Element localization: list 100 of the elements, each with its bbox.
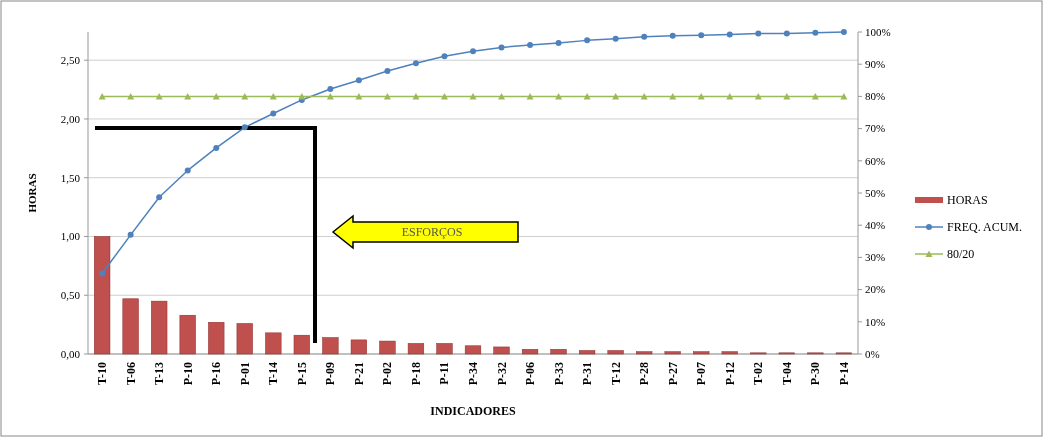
point	[412, 60, 419, 67]
y2-tick-label: 90%	[865, 58, 886, 71]
bar	[322, 337, 339, 355]
point	[555, 39, 562, 46]
x-tick-label: T-13	[152, 362, 167, 385]
point	[697, 92, 705, 100]
x-tick-label: P-09	[323, 362, 338, 386]
bar	[293, 334, 310, 355]
point	[584, 37, 591, 44]
point	[811, 92, 819, 100]
point	[355, 77, 362, 84]
bar	[550, 349, 567, 355]
bar	[436, 343, 453, 355]
point	[184, 167, 191, 174]
point	[326, 92, 334, 100]
x-tick-label: P-01	[237, 362, 252, 386]
point	[213, 144, 220, 151]
point	[754, 92, 762, 100]
point	[498, 44, 505, 51]
x-tick-label: P-32	[494, 362, 509, 386]
bar	[151, 300, 168, 355]
y-axis-title: HORAS	[26, 173, 38, 213]
y-tick-label: 0,50	[60, 289, 81, 302]
bar	[721, 351, 738, 355]
x-tick-label: P-31	[580, 362, 595, 386]
y2-tick-label: 70%	[865, 122, 886, 135]
bar	[579, 350, 596, 355]
point	[384, 67, 391, 74]
point	[470, 48, 476, 55]
x-tick-label: T-04	[779, 362, 794, 385]
x-tick-label: T-12	[608, 362, 623, 385]
y2-tick-label: 60%	[865, 154, 886, 167]
x-tick-label: P-27	[665, 362, 680, 386]
bar	[208, 322, 225, 355]
point	[783, 30, 790, 37]
y-tick-label: 1,00	[60, 230, 81, 243]
point	[269, 92, 277, 100]
bar	[122, 298, 139, 355]
point	[669, 32, 676, 39]
annotation: ESFORÇOS	[401, 225, 463, 240]
y2-tick-label: 0%	[865, 347, 880, 360]
point	[755, 30, 762, 37]
point	[184, 92, 192, 100]
point	[612, 35, 619, 42]
point	[127, 231, 134, 238]
point	[241, 124, 248, 131]
x-tick-label: P-10	[180, 362, 195, 386]
legend-label: HORAS	[947, 193, 988, 208]
point	[698, 32, 705, 39]
x-tick-label: T-14	[266, 362, 281, 385]
point	[99, 270, 106, 277]
y2-tick-label: 50%	[865, 186, 886, 199]
y2-tick-label: 40%	[865, 219, 886, 232]
bar	[236, 323, 253, 355]
bar	[265, 332, 282, 355]
legend-label: FREQ. ACUM.	[947, 220, 1023, 235]
x-tick-label: P-18	[408, 362, 423, 386]
bar	[379, 340, 396, 355]
x-tick-label: P-15	[294, 362, 309, 386]
point	[783, 92, 791, 100]
legend-label: 80/20	[947, 247, 975, 262]
bar	[607, 350, 624, 355]
bar	[664, 351, 681, 355]
x-tick-label: P-16	[209, 362, 224, 386]
point	[726, 31, 733, 38]
x-axis-title: INDICADORES	[430, 404, 516, 418]
x-tick-label: P-34	[466, 362, 480, 386]
y-tick-label: 2,50	[60, 54, 81, 67]
x-tick-label: T-06	[123, 362, 138, 385]
point	[441, 53, 448, 60]
x-tick-label: P-06	[523, 362, 538, 386]
point	[840, 29, 847, 35]
point	[527, 41, 534, 48]
bar	[464, 345, 482, 355]
point	[327, 85, 334, 92]
bar	[693, 351, 710, 355]
y-tick-label: 1,50	[60, 171, 81, 184]
y2-tick-label: 10%	[865, 315, 886, 328]
x-tick-label: P-33	[551, 362, 566, 386]
y2-tick-label: 80%	[865, 90, 886, 103]
x-tick-label: P-30	[808, 362, 823, 386]
point	[241, 92, 249, 100]
x-tick-label: P-02	[380, 362, 395, 386]
point	[212, 92, 220, 100]
y-tick-label: 0,00	[60, 347, 81, 360]
point	[669, 92, 677, 100]
bar	[94, 236, 111, 355]
point	[726, 92, 734, 100]
point	[298, 92, 306, 100]
bar	[521, 349, 539, 355]
bar	[350, 339, 367, 355]
point	[812, 29, 819, 36]
bar	[407, 343, 425, 355]
y-tick-label: 2,00	[60, 112, 81, 125]
bar	[179, 314, 196, 355]
y2-tick-label: 100%	[865, 25, 891, 38]
x-tick-label: P-21	[351, 362, 366, 386]
x-tick-label: P-12	[722, 362, 737, 386]
x-tick-label: P-14	[836, 362, 851, 386]
x-tick-label: P-07	[694, 362, 709, 386]
